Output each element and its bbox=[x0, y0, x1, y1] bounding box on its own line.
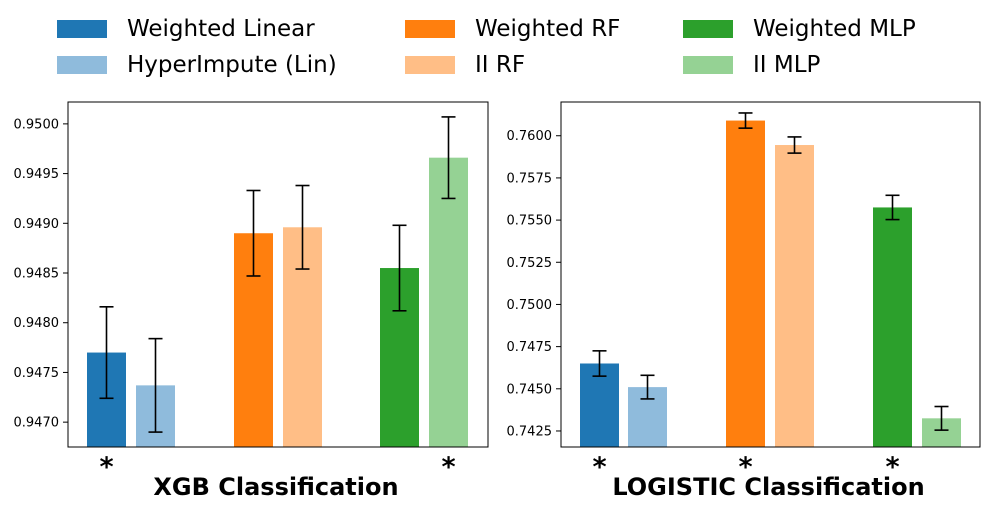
y-tick-label: 0.9475 bbox=[14, 366, 60, 381]
significance-star: * bbox=[99, 452, 113, 483]
y-tick-label: 0.7600 bbox=[507, 129, 553, 144]
y-tick-label: 0.9470 bbox=[14, 416, 60, 431]
legend-label: Weighted RF bbox=[475, 16, 621, 42]
legend-label: Weighted MLP bbox=[753, 16, 916, 42]
significance-star: * bbox=[885, 452, 899, 483]
legend-label: Weighted Linear bbox=[127, 16, 315, 42]
axes-frame bbox=[67, 101, 489, 448]
xgb-classification-chart: * * 0.9470 0.9475 0.9480 0.9485 0.9490 0.9495 0.… bbox=[14, 101, 489, 501]
y-tick-label: 0.9480 bbox=[14, 316, 60, 331]
y-tick-label: 0.9485 bbox=[14, 267, 60, 282]
bar-weighted-rf bbox=[726, 120, 765, 447]
legend-swatch bbox=[405, 56, 455, 74]
legend-item-weighted-mlp: Weighted MLP bbox=[683, 16, 916, 42]
legend-swatch bbox=[683, 56, 733, 74]
legend-label: II MLP bbox=[753, 52, 821, 78]
significance-star: * bbox=[441, 452, 455, 483]
logistic-classification-chart: * * * 0.7425 0.7450 0.7475 0.7500 0.7525 0.7550 0… bbox=[507, 101, 981, 501]
y-tick-label: 0.7425 bbox=[507, 424, 553, 439]
legend-swatch bbox=[405, 20, 455, 38]
legend-swatch bbox=[683, 20, 733, 38]
y-tick-label: 0.7475 bbox=[507, 340, 553, 355]
y-tick-label: 0.9495 bbox=[14, 167, 60, 182]
significance-star: * bbox=[592, 452, 606, 483]
legend: Weighted Linear HyperImpute (Lin) Weight… bbox=[0, 0, 989, 95]
chart-title: LOGISTIC Classification bbox=[612, 473, 924, 501]
y-tick-label: 0.9500 bbox=[14, 117, 60, 132]
y-tick-label: 0.7575 bbox=[507, 171, 553, 186]
legend-label: HyperImpute (Lin) bbox=[127, 52, 337, 78]
legend-item-ii-rf: II RF bbox=[405, 52, 525, 78]
legend-item-ii-mlp: II MLP bbox=[683, 52, 820, 78]
legend-item-weighted-rf: Weighted RF bbox=[405, 16, 620, 42]
legend-item-weighted-linear: Weighted Linear bbox=[57, 16, 315, 42]
bar-weighted-linear bbox=[580, 363, 619, 447]
bar-ii-mlp bbox=[429, 157, 468, 447]
legend-swatch bbox=[57, 20, 107, 38]
legend-label: II RF bbox=[475, 52, 526, 78]
bar-weighted-mlp bbox=[873, 207, 912, 447]
y-tick-label: 0.7450 bbox=[507, 382, 553, 397]
y-tick-label: 0.9490 bbox=[14, 217, 60, 232]
legend-swatch bbox=[57, 56, 107, 74]
significance-star: * bbox=[738, 452, 752, 483]
y-tick-label: 0.7525 bbox=[507, 256, 553, 271]
legend-item-hyperimpute-lin: HyperImpute (Lin) bbox=[57, 52, 337, 78]
bar-ii-rf bbox=[775, 145, 814, 447]
y-tick-label: 0.7500 bbox=[507, 298, 553, 313]
axes-frame bbox=[560, 101, 981, 448]
chart-title: XGB Classification bbox=[153, 473, 398, 501]
y-tick-label: 0.7550 bbox=[507, 214, 553, 229]
